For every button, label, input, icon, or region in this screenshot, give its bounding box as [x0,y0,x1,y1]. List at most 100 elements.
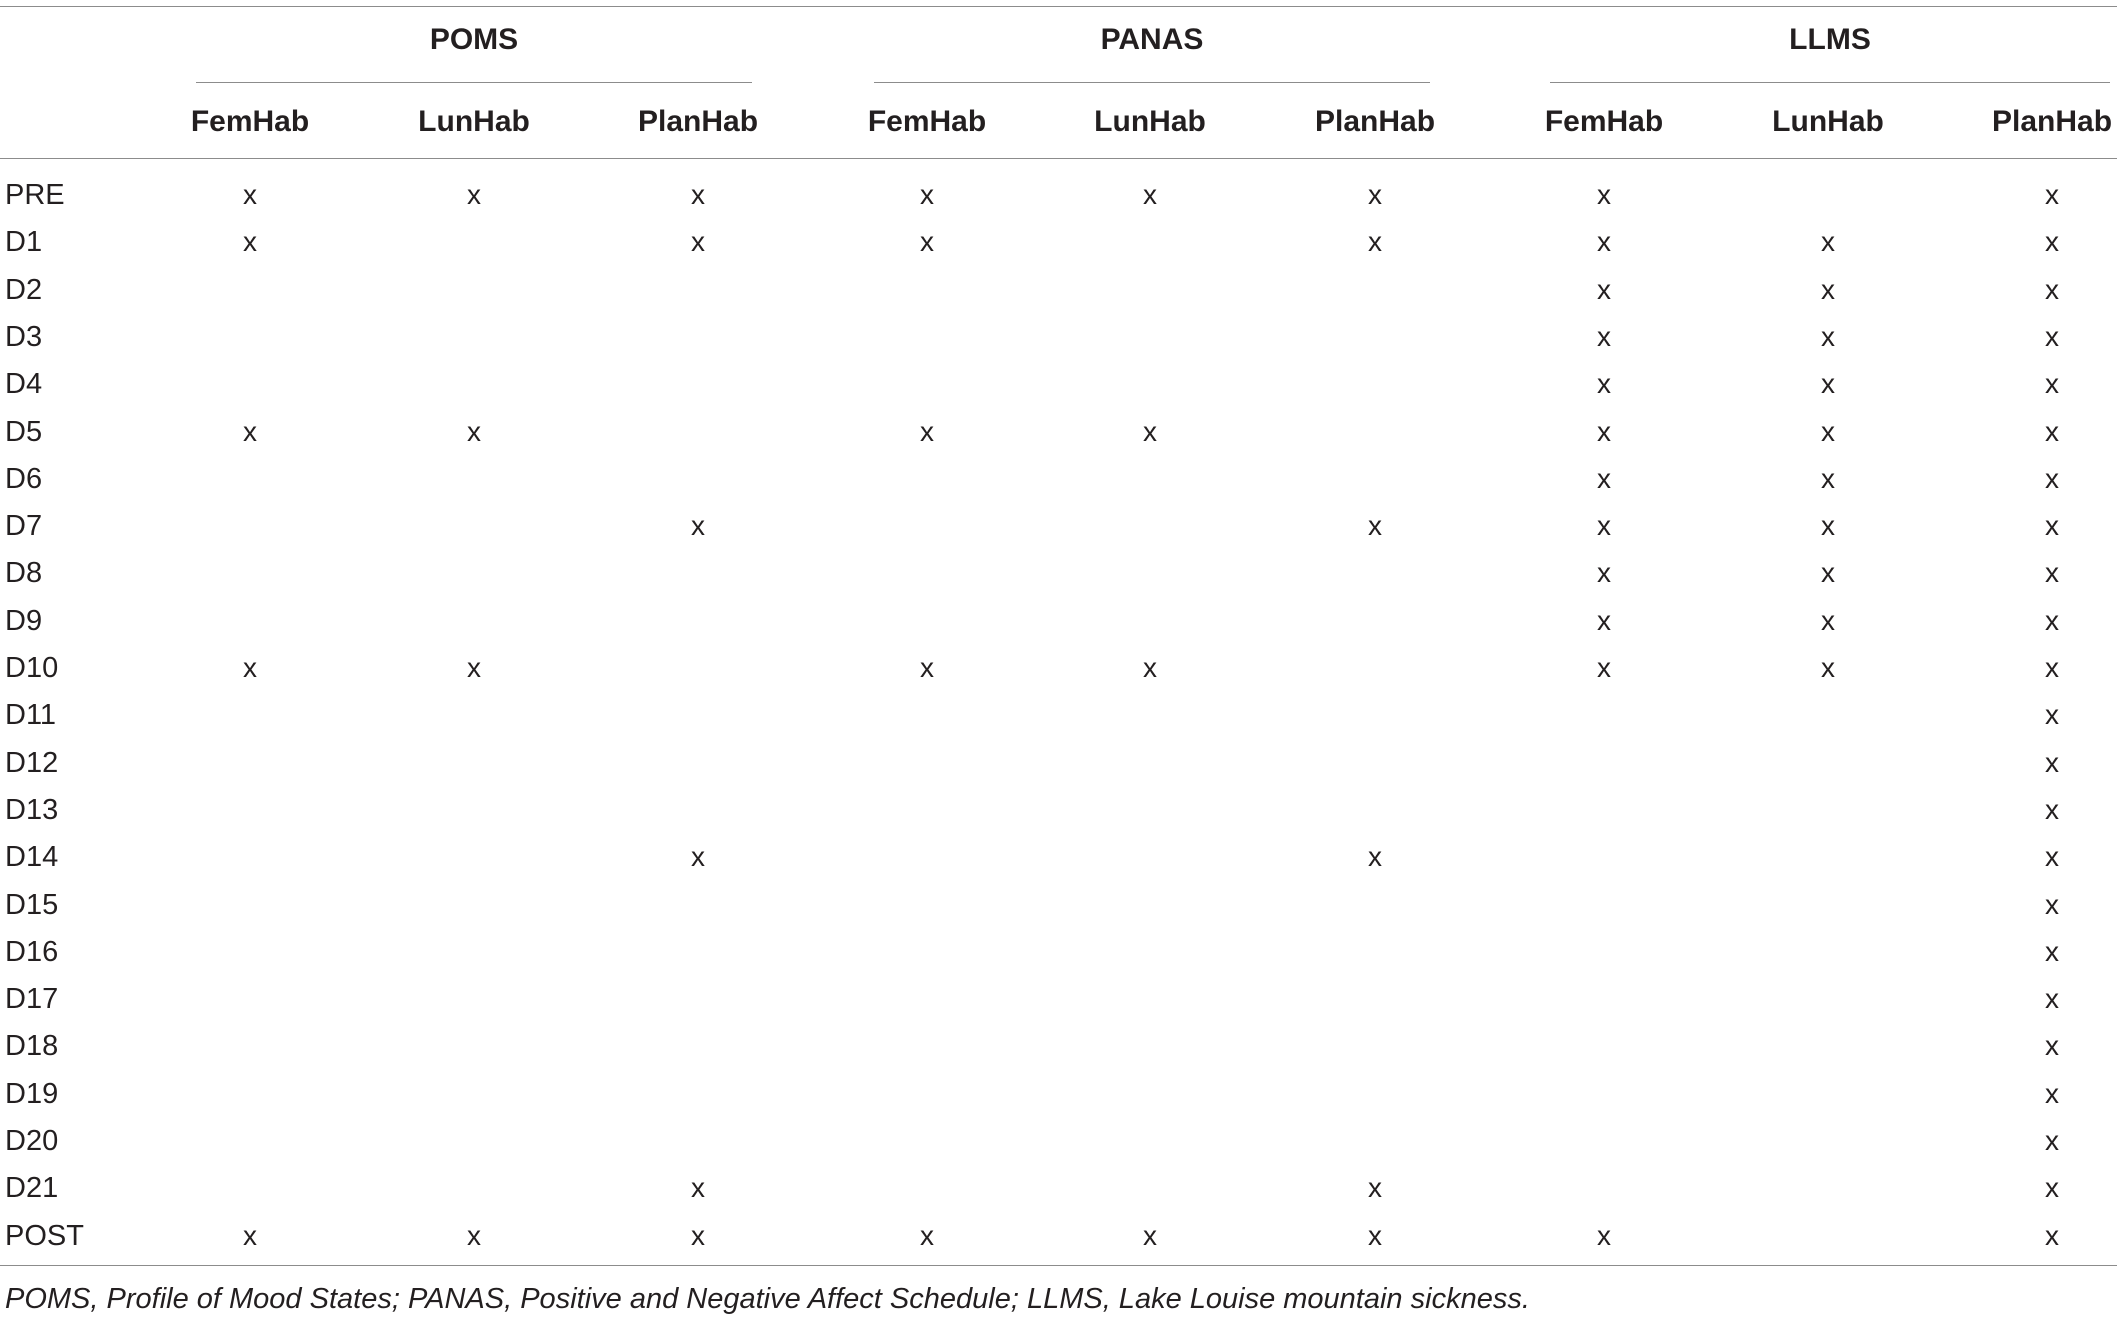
row-label: D19 [5,1077,59,1110]
group-header: LLMS [1789,23,1871,56]
group-header: PANAS [1100,23,1204,56]
cell-mark: x [2045,793,2059,825]
cell-mark: x [1597,273,1611,305]
cell-mark: x [1368,1219,1382,1251]
cell-mark: x [1821,320,1835,352]
cell-mark: x [1597,226,1611,258]
row-label: D18 [5,1030,59,1063]
cell-mark: x [1368,1172,1382,1204]
cell-mark: x [2045,699,2059,731]
row-label: D14 [5,841,59,874]
cell-mark: x [920,652,934,683]
cell-mark: x [691,179,705,210]
cell-mark: x [1821,557,1835,589]
cell-mark: x [2045,462,2059,494]
cell-mark: x [1143,179,1157,210]
cell-mark: x [467,179,481,210]
column-header: PlanHab [1991,105,2113,138]
column-header: PlanHab [637,105,759,138]
row-label: D17 [5,983,59,1016]
column-header: LunHab [1094,105,1206,138]
cell-mark: x [467,415,481,447]
column-header: PlanHab [1314,105,1436,138]
column-header: FemHab [1544,105,1664,138]
cell-mark: x [1821,604,1835,636]
group-header: POMS [429,23,519,56]
row-label: D11 [5,699,57,732]
cell-mark: x [2045,1172,2059,1204]
cell-mark: x [1368,510,1382,542]
cell-mark: x [1368,841,1382,873]
cell-mark: x [2045,415,2059,447]
cell-mark: x [1143,652,1157,683]
row-label: D2 [5,273,43,306]
cell-mark: x [1597,368,1611,400]
cell-mark: x [2045,604,2059,636]
cell-mark: x [2045,935,2059,967]
cell-mark: x [920,415,934,447]
cell-mark: x [691,510,705,542]
cell-mark: x [1597,557,1611,589]
cell-mark: x [1821,368,1835,400]
cell-mark: x [1143,415,1157,447]
cell-mark: x [1597,179,1611,210]
cell-mark: x [1597,320,1611,352]
cell-mark: x [1597,1219,1611,1251]
cell-mark: x [2045,510,2059,542]
cell-mark: x [243,652,257,683]
row-label: D16 [5,935,59,968]
cell-mark: x [2045,888,2059,920]
cell-mark: x [2045,1125,2059,1156]
column-header: LunHab [1772,105,1884,138]
cell-mark: x [1368,179,1382,210]
cell-mark: x [920,1219,934,1251]
cell-mark: x [1368,226,1382,258]
row-label: D3 [5,320,43,353]
cell-mark: x [2045,320,2059,352]
row-label: D9 [5,604,43,637]
cell-mark: x [691,1172,705,1204]
cell-mark: x [2045,746,2059,778]
cell-mark: x [243,179,257,210]
cell-mark: x [243,415,257,447]
row-label: D8 [5,557,43,590]
cell-mark: x [691,226,705,258]
table-bottom-rule [0,1265,2117,1266]
group-header-rule [1550,82,2110,83]
row-label: POST [5,1219,84,1252]
cell-mark: x [1821,273,1835,305]
cell-mark: x [1597,462,1611,494]
row-label: D4 [5,368,43,401]
column-header: LunHab [418,105,530,138]
row-label: D12 [5,746,59,779]
row-label: D1 [5,226,43,259]
row-label: D13 [5,793,59,826]
cell-mark: x [2045,179,2059,210]
row-label: D21 [5,1172,59,1205]
cell-mark: x [1821,652,1835,683]
cell-mark: x [1821,415,1835,447]
cell-mark: x [920,226,934,258]
row-label: D7 [5,510,43,543]
cell-mark: x [691,841,705,873]
cell-mark: x [2045,557,2059,589]
cell-mark: x [2045,841,2059,873]
cell-mark: x [1597,604,1611,636]
cell-mark: x [243,226,257,258]
cell-mark: x [2045,368,2059,400]
column-header: FemHab [190,105,310,138]
row-label: D6 [5,462,43,495]
group-header-rule [874,82,1430,83]
cell-mark: x [467,1219,481,1251]
table-footnote: POMS, Profile of Mood States; PANAS, Pos… [5,1283,1530,1315]
cell-mark: x [1821,462,1835,494]
cell-mark: x [1597,652,1611,683]
cell-mark: x [1597,415,1611,447]
row-label: D20 [5,1125,59,1157]
row-label: D5 [5,415,43,448]
cell-mark: x [1821,510,1835,542]
cell-mark: x [1143,1219,1157,1251]
row-label: D15 [5,888,59,921]
cell-mark: x [691,1219,705,1251]
